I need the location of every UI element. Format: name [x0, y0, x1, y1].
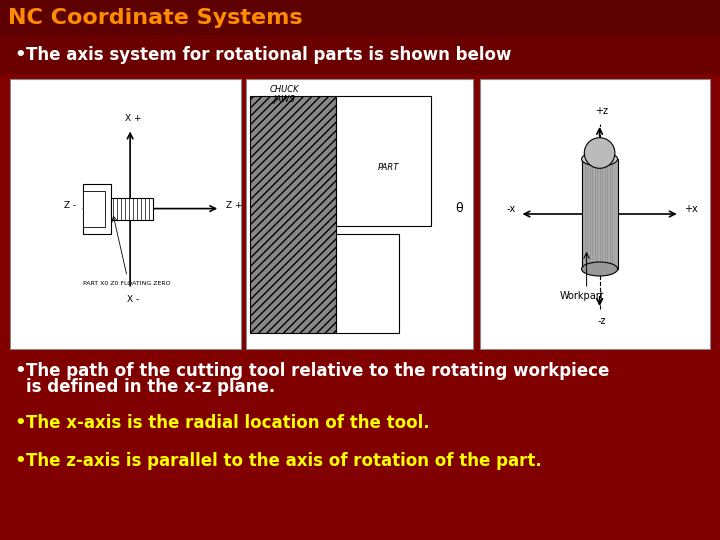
Text: The z-axis is parallel to the axis of rotation of the part.: The z-axis is parallel to the axis of ro… [26, 452, 541, 470]
Text: Z -: Z - [64, 201, 76, 210]
Text: •: • [14, 46, 26, 64]
Text: The path of the cutting tool relative to the rotating workpiece: The path of the cutting tool relative to… [26, 362, 609, 380]
Bar [480, 79, 710, 349]
Text: Workpart: Workpart [559, 291, 604, 301]
Bar [83, 191, 104, 227]
Text: •: • [14, 452, 26, 470]
Text: Z +: Z + [226, 201, 243, 210]
Text: +x: +x [683, 204, 698, 214]
Bar [336, 234, 399, 333]
Bar [336, 96, 431, 226]
Bar [111, 198, 153, 220]
Ellipse shape [582, 152, 618, 166]
Ellipse shape [585, 138, 615, 168]
Bar [246, 79, 473, 349]
Text: CHUCK: CHUCK [269, 85, 300, 94]
Bar [10, 79, 241, 349]
Text: X +: X + [125, 113, 141, 123]
Text: θ: θ [455, 202, 463, 215]
Text: is defined in the x-z plane.: is defined in the x-z plane. [26, 378, 275, 396]
Text: The axis system for rotational parts is shown below: The axis system for rotational parts is … [26, 46, 511, 64]
Text: JAWS: JAWS [274, 95, 295, 104]
Bar [0, 0, 720, 35]
Bar [582, 159, 618, 269]
Bar [83, 184, 111, 234]
Text: PART X0 Z0 FLOATING ZERO: PART X0 Z0 FLOATING ZERO [84, 281, 171, 286]
Text: -z: -z [598, 316, 606, 326]
Bar [250, 96, 336, 333]
Text: +z: +z [595, 106, 608, 116]
Text: PART: PART [377, 163, 399, 172]
Text: •: • [14, 414, 26, 432]
Text: •: • [14, 362, 26, 380]
Ellipse shape [582, 262, 618, 276]
Text: X -: X - [127, 295, 139, 303]
Text: -x: -x [506, 204, 516, 214]
Text: NC Coordinate Systems: NC Coordinate Systems [8, 8, 302, 28]
Bar [0, 35, 720, 75]
Text: The x-axis is the radial location of the tool.: The x-axis is the radial location of the… [26, 414, 430, 432]
